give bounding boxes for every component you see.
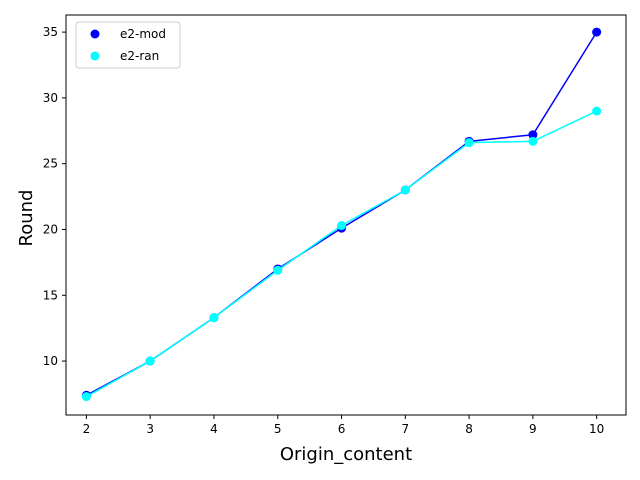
y-tick-label: 35 xyxy=(43,25,58,39)
y-axis-title: Round xyxy=(16,190,37,247)
series-layer xyxy=(81,27,602,402)
y-tick-label: 30 xyxy=(43,91,58,105)
legend-label-e2-ran: e2-ran xyxy=(120,49,159,63)
series-line-e2-mod xyxy=(86,31,598,396)
y-tick-label: 15 xyxy=(43,288,58,302)
legend-marker-e2-mod xyxy=(90,29,100,39)
legend-label-e2-mod: e2-mod xyxy=(120,27,166,41)
data-point-e2-ran xyxy=(273,265,283,275)
x-axis-title: Origin_content xyxy=(280,444,412,465)
data-point-e2-ran xyxy=(592,106,602,116)
x-tick-label: 3 xyxy=(146,422,154,436)
x-tick-label: 9 xyxy=(529,422,537,436)
x-tick-label: 7 xyxy=(401,422,409,436)
series-line-e2-ran xyxy=(86,110,597,398)
legend-marker-e2-ran xyxy=(90,51,100,61)
data-point-e2-ran xyxy=(81,392,91,402)
legend: e2-mod e2-ran xyxy=(75,21,181,69)
y-tick-label: 10 xyxy=(43,354,58,368)
x-tick-label: 8 xyxy=(465,422,473,436)
data-point-e2-mod xyxy=(592,27,602,37)
data-point-e2-mod xyxy=(528,130,538,140)
legend-box xyxy=(75,21,181,69)
data-point-e2-ran xyxy=(528,136,538,146)
x-tick-label: 6 xyxy=(338,422,346,436)
data-point-e2-ran xyxy=(337,221,347,231)
y-tick-label: 20 xyxy=(43,222,58,236)
ticks-layer: 2 3 4 5 6 7 8 9 10 10 15 20 25 30 35 xyxy=(43,25,605,436)
plot-frame xyxy=(65,14,627,416)
x-tick-label: 5 xyxy=(274,422,282,436)
data-point-e2-ran xyxy=(400,185,410,195)
y-tick-label: 25 xyxy=(43,157,58,171)
data-point-e2-ran xyxy=(464,138,474,148)
x-tick-label: 4 xyxy=(210,422,218,436)
x-tick-label: 10 xyxy=(589,422,604,436)
data-point-e2-ran xyxy=(145,356,155,366)
data-point-e2-ran xyxy=(209,313,219,323)
x-tick-label: 2 xyxy=(83,422,91,436)
